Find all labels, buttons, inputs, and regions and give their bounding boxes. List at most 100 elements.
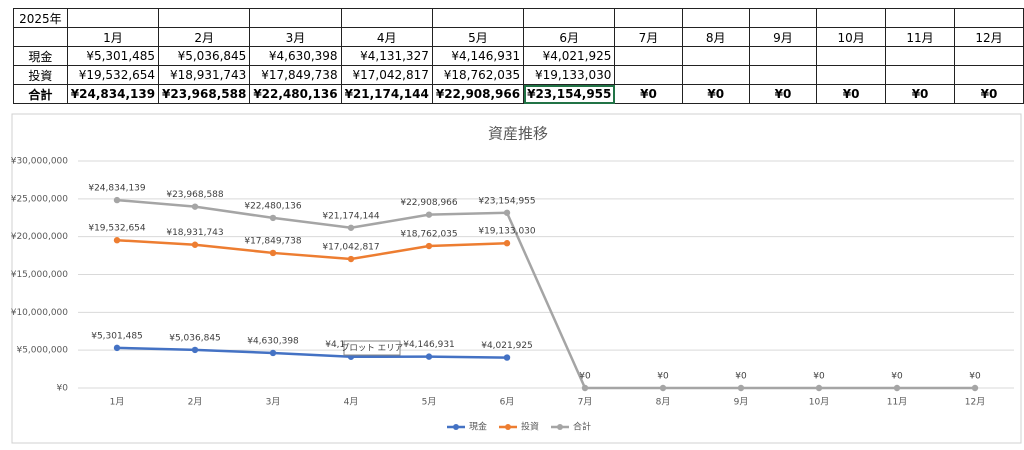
data-point [269, 214, 277, 222]
x-tick-label: 3月 [266, 397, 281, 408]
x-tick-label: 7月 [578, 397, 593, 408]
cell[interactable]: ¥23,968,588 [158, 84, 251, 104]
data-point [659, 384, 667, 392]
data-point [269, 249, 277, 257]
data-point [815, 384, 823, 392]
data-point [425, 242, 433, 250]
chart-title: 資産推移 [488, 125, 548, 143]
series-line [116, 346, 508, 359]
tooltip-box [343, 340, 401, 356]
cell[interactable]: 11月 [885, 27, 956, 47]
data-label: ¥0 [579, 372, 591, 382]
data-label: ¥23,154,955 [478, 196, 535, 206]
cell[interactable]: ¥5,036,845 [158, 46, 251, 66]
cell[interactable]: ¥24,834,139 [66, 84, 160, 104]
table-row: 1月 2月 3月 4月 5月 6月 7月 8月 9月 10月 11月 12月 [13, 27, 1024, 47]
x-tick-label: 6月 [500, 397, 515, 408]
data-point [191, 241, 199, 248]
chart-area[interactable] [11, 113, 1022, 444]
data-label: ¥4,630,398 [247, 336, 299, 346]
data-table: 2025年 1月 2月 3月 4月 5月 6月 7月 8月 9月 10月 11月 12月 現金 ¥5,301… [13, 8, 1024, 104]
data-point [581, 384, 589, 392]
data-label: ¥23,968,588 [166, 190, 224, 200]
cell[interactable]: ¥0 [681, 84, 750, 104]
cell[interactable]: ¥22,908,966 [431, 84, 525, 104]
x-tick-label: 4月 [344, 397, 359, 408]
data-point [503, 240, 511, 247]
y-tick-label: ¥5,000,000 [16, 346, 68, 356]
cell[interactable]: ¥18,931,743 [158, 65, 251, 85]
data-point [113, 344, 121, 352]
data-label: ¥4,021,925 [481, 341, 533, 351]
series-line [116, 238, 508, 261]
legend-marker [557, 424, 563, 430]
data-label: ¥21,174,144 [322, 211, 380, 221]
data-label: ¥5,036,845 [169, 333, 221, 343]
data-label: ¥0 [969, 372, 981, 382]
x-tick-label: 8月 [656, 397, 671, 408]
x-tick-label: 2月 [188, 397, 203, 408]
data-label: ¥24,834,139 [88, 184, 146, 194]
data-point [425, 211, 433, 218]
data-label: ¥18,931,743 [166, 228, 223, 238]
data-point [113, 237, 121, 244]
data-label: ¥17,042,817 [322, 243, 379, 253]
cell[interactable]: ¥4,021,925 [523, 46, 616, 66]
data-label: ¥22,908,966 [400, 198, 458, 208]
cell[interactable]: ¥0 [816, 84, 887, 104]
cell[interactable]: 12月 [954, 27, 1024, 47]
data-label: ¥19,133,030 [478, 227, 536, 237]
data-point [503, 209, 511, 216]
cell[interactable]: 合計 [13, 84, 68, 104]
data-point [113, 196, 121, 204]
data-point [269, 349, 277, 357]
data-point [191, 203, 199, 210]
cell[interactable]: ¥19,133,030 [523, 65, 616, 85]
data-point [503, 354, 511, 361]
cell[interactable]: ¥23,154,955 [523, 84, 616, 104]
table-row: 2025年 [13, 8, 1024, 28]
data-point [425, 353, 433, 360]
cell[interactable]: 6月 [523, 27, 616, 47]
series-line [116, 198, 975, 390]
cell[interactable]: ¥4,630,398 [249, 46, 342, 66]
cell[interactable]: ¥0 [954, 84, 1024, 104]
cell[interactable]: ¥0 [748, 84, 818, 104]
y-tick-label: ¥25,000,000 [11, 194, 69, 204]
x-tick-label: 10月 [809, 397, 829, 408]
data-label: ¥0 [813, 372, 825, 382]
cell[interactable]: ¥22,480,136 [249, 84, 342, 104]
table-row: 投資 ¥19,532,654 ¥18,931,743 ¥17,849,738 ¥17,0… [13, 65, 1024, 85]
table-row: 合計 ¥24,834,139 ¥23,968,588 ¥22,480,136 ¥21,1… [13, 84, 1024, 104]
y-tick-label: ¥10,000,000 [11, 308, 69, 318]
data-point [347, 224, 355, 231]
x-tick-label: 9月 [734, 397, 749, 408]
x-tick-label: 12月 [965, 397, 985, 408]
y-tick-label: ¥30,000,000 [11, 157, 69, 167]
legend-label: 現金 [469, 421, 487, 433]
legend-marker [505, 424, 511, 430]
x-tick-label: 5月 [422, 397, 437, 408]
cell[interactable]: ¥0 [885, 84, 956, 104]
x-tick-label: 1月 [110, 397, 125, 408]
x-tick-label: 11月 [887, 397, 907, 408]
data-point [347, 255, 355, 263]
cell[interactable]: 投資 [13, 65, 68, 85]
data-label: ¥0 [891, 372, 903, 382]
data-label: ¥0 [735, 372, 747, 382]
data-label: ¥17,849,738 [244, 236, 302, 246]
data-point [737, 384, 745, 392]
y-tick-label: ¥20,000,000 [11, 232, 69, 242]
data-label: ¥22,480,136 [244, 201, 302, 211]
data-label: ¥0 [657, 372, 669, 382]
data-point [893, 384, 901, 392]
data-point [971, 384, 979, 392]
data-label: ¥4,146,931 [403, 340, 455, 350]
cell[interactable]: ¥21,174,144 [340, 84, 433, 104]
data-label: ¥5,301,485 [91, 331, 143, 341]
legend-label: 投資 [521, 421, 539, 433]
cell[interactable]: ¥5,301,485 [66, 46, 160, 66]
tooltip: プロット エリア [341, 344, 403, 354]
cell[interactable]: ¥19,532,654 [66, 65, 160, 85]
